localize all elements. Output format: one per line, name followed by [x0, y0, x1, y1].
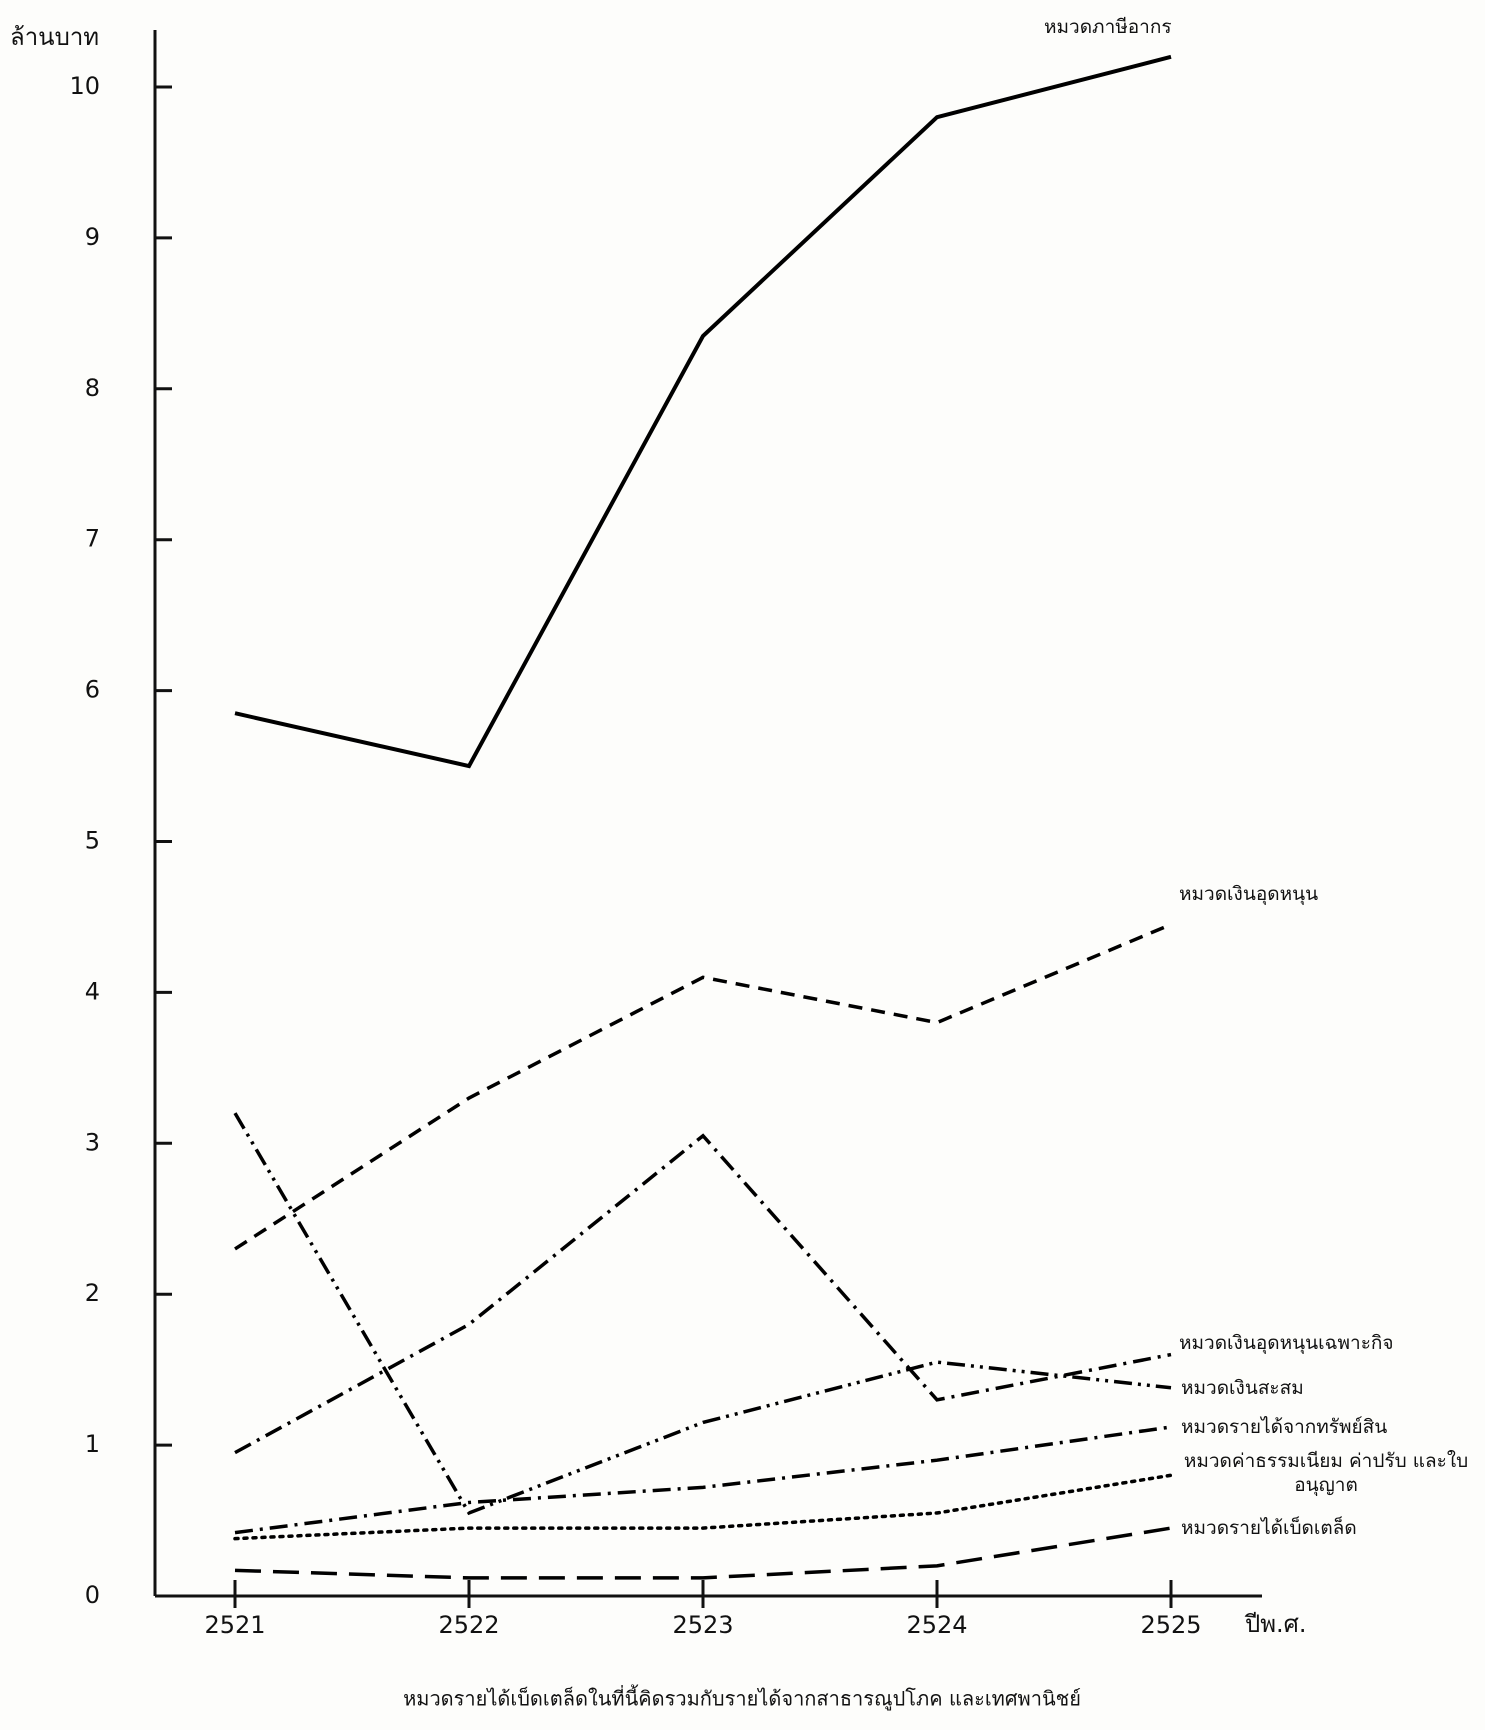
x-tick-label: 2521 — [204, 1611, 265, 1639]
series-line — [234, 922, 1172, 1251]
series-line — [234, 1425, 1172, 1535]
series-line — [233, 1473, 1173, 1541]
series-line — [233, 1112, 1172, 1516]
series-label: หมวดรายได้เบ็ดเตล็ด — [1181, 1517, 1357, 1540]
y-tick-label: 3 — [85, 1128, 100, 1156]
y-axis-label: ล้านบาท — [10, 23, 99, 51]
y-tick-label: 7 — [85, 525, 100, 553]
series-line — [234, 54, 1172, 769]
y-tick-label: 2 — [85, 1279, 100, 1307]
series-label: หมวดค่าธรรมเนียม ค่าปรับ และใบอนุญาต — [1183, 1450, 1469, 1497]
series-label: หมวดเงินอุดหนุนเฉพาะกิจ — [1179, 1331, 1394, 1354]
series-line — [234, 1526, 1172, 1580]
series-label: หมวดรายได้จากทรัพย์สิน — [1181, 1415, 1388, 1438]
series-label: หมวดเงินสะสม — [1181, 1376, 1304, 1399]
x-tick-label: 2522 — [438, 1611, 499, 1639]
footnote: หมวดรายได้เบ็ดเตล็ดในที่นี้คิดรวมกับรายไ… — [403, 1685, 1081, 1712]
y-tick-label: 0 — [85, 1581, 100, 1609]
x-tick-label: 2525 — [1140, 1611, 1201, 1639]
y-tick-label: 10 — [69, 72, 100, 100]
series-line — [234, 1133, 1172, 1455]
x-axis-label: ปีพ.ศ. — [1244, 1610, 1307, 1638]
x-tick-label: 2524 — [906, 1611, 967, 1639]
y-tick-label: 4 — [85, 977, 100, 1005]
x-tick-label: 2523 — [672, 1611, 733, 1639]
y-tick-label: 6 — [85, 676, 100, 704]
y-tick-label: 8 — [85, 374, 100, 402]
y-tick-label: 5 — [85, 827, 100, 855]
y-tick-label: 1 — [85, 1430, 100, 1458]
y-tick-label: 9 — [85, 223, 100, 251]
series-label: หมวดภาษีอากร — [1044, 15, 1172, 38]
series-label: หมวดเงินอุดหนุน — [1179, 883, 1319, 906]
